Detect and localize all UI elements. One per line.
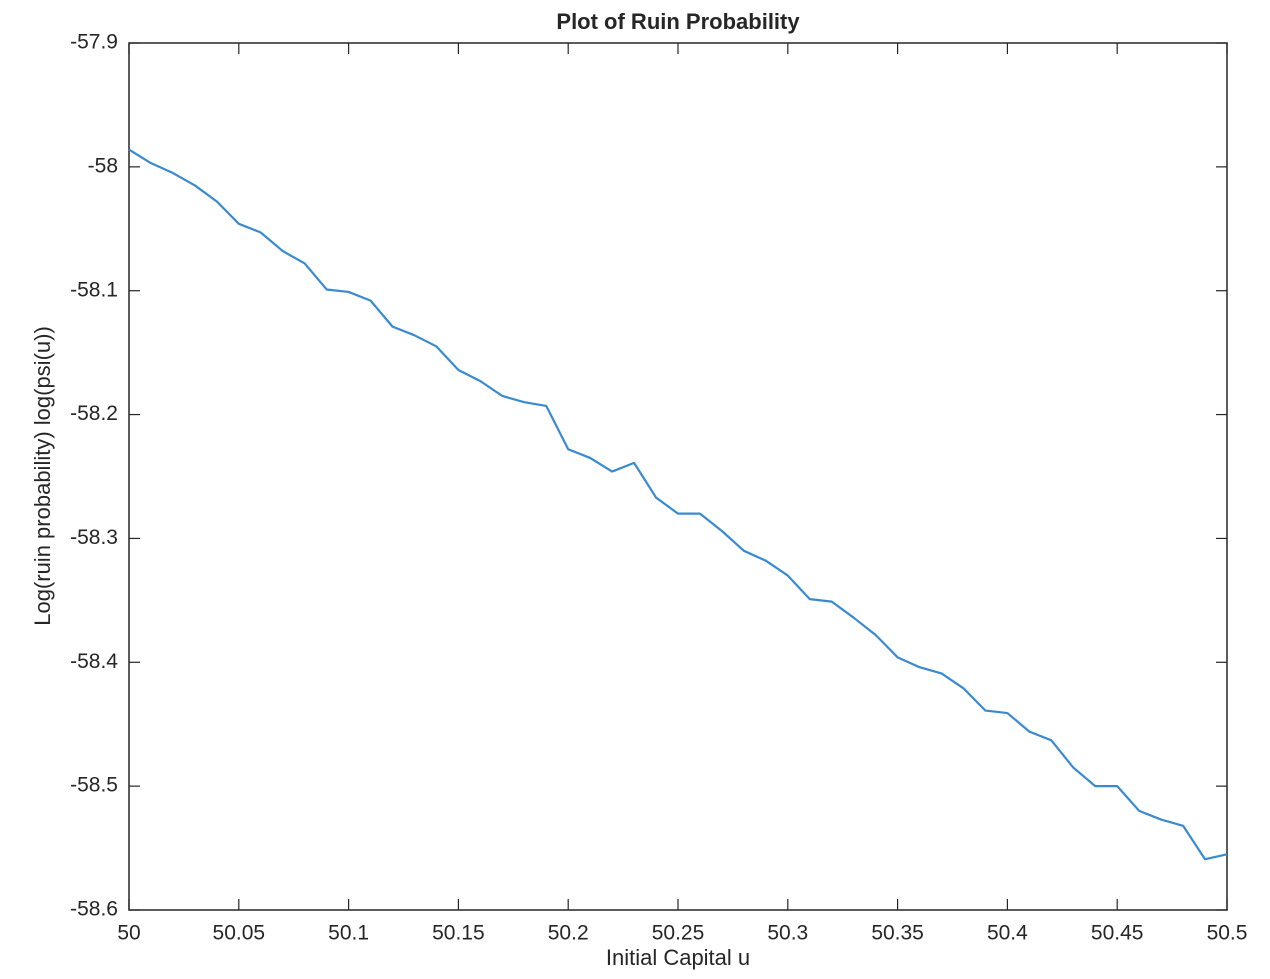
data-line bbox=[128, 148, 1228, 861]
x-tick-label: 50.05 bbox=[213, 922, 266, 945]
y-tick-label: -58.1 bbox=[70, 278, 118, 301]
y-tick-label: -58.2 bbox=[70, 402, 118, 425]
chart-title: Plot of Ruin Probability bbox=[556, 9, 800, 34]
y-tick-label: -57.9 bbox=[70, 31, 118, 54]
x-tick-label: 50.2 bbox=[548, 922, 589, 945]
y-tick-label: -58.4 bbox=[70, 650, 118, 673]
x-tick-label: 50.5 bbox=[1207, 922, 1248, 945]
y-tick-label: -58 bbox=[88, 154, 118, 177]
y-tick-label: -58.3 bbox=[70, 526, 118, 549]
x-tick-label: 50.45 bbox=[1091, 922, 1144, 945]
x-tick-label: 50.15 bbox=[432, 922, 485, 945]
x-tick-label: 50.4 bbox=[987, 922, 1028, 945]
y-axis-label: Log(ruin probability) log(psi(u)) bbox=[30, 326, 55, 626]
y-tick-label: -58.5 bbox=[70, 774, 118, 797]
x-tick-label: 50.35 bbox=[871, 922, 924, 945]
x-axis-label: Initial Capital u bbox=[606, 945, 750, 970]
x-tick-label: 50 bbox=[117, 922, 140, 945]
y-tick-label: -58.6 bbox=[70, 898, 118, 921]
x-tick-label: 50.1 bbox=[328, 922, 369, 945]
x-tick-label: 50.25 bbox=[652, 922, 705, 945]
x-tick-label: 50.3 bbox=[767, 922, 808, 945]
